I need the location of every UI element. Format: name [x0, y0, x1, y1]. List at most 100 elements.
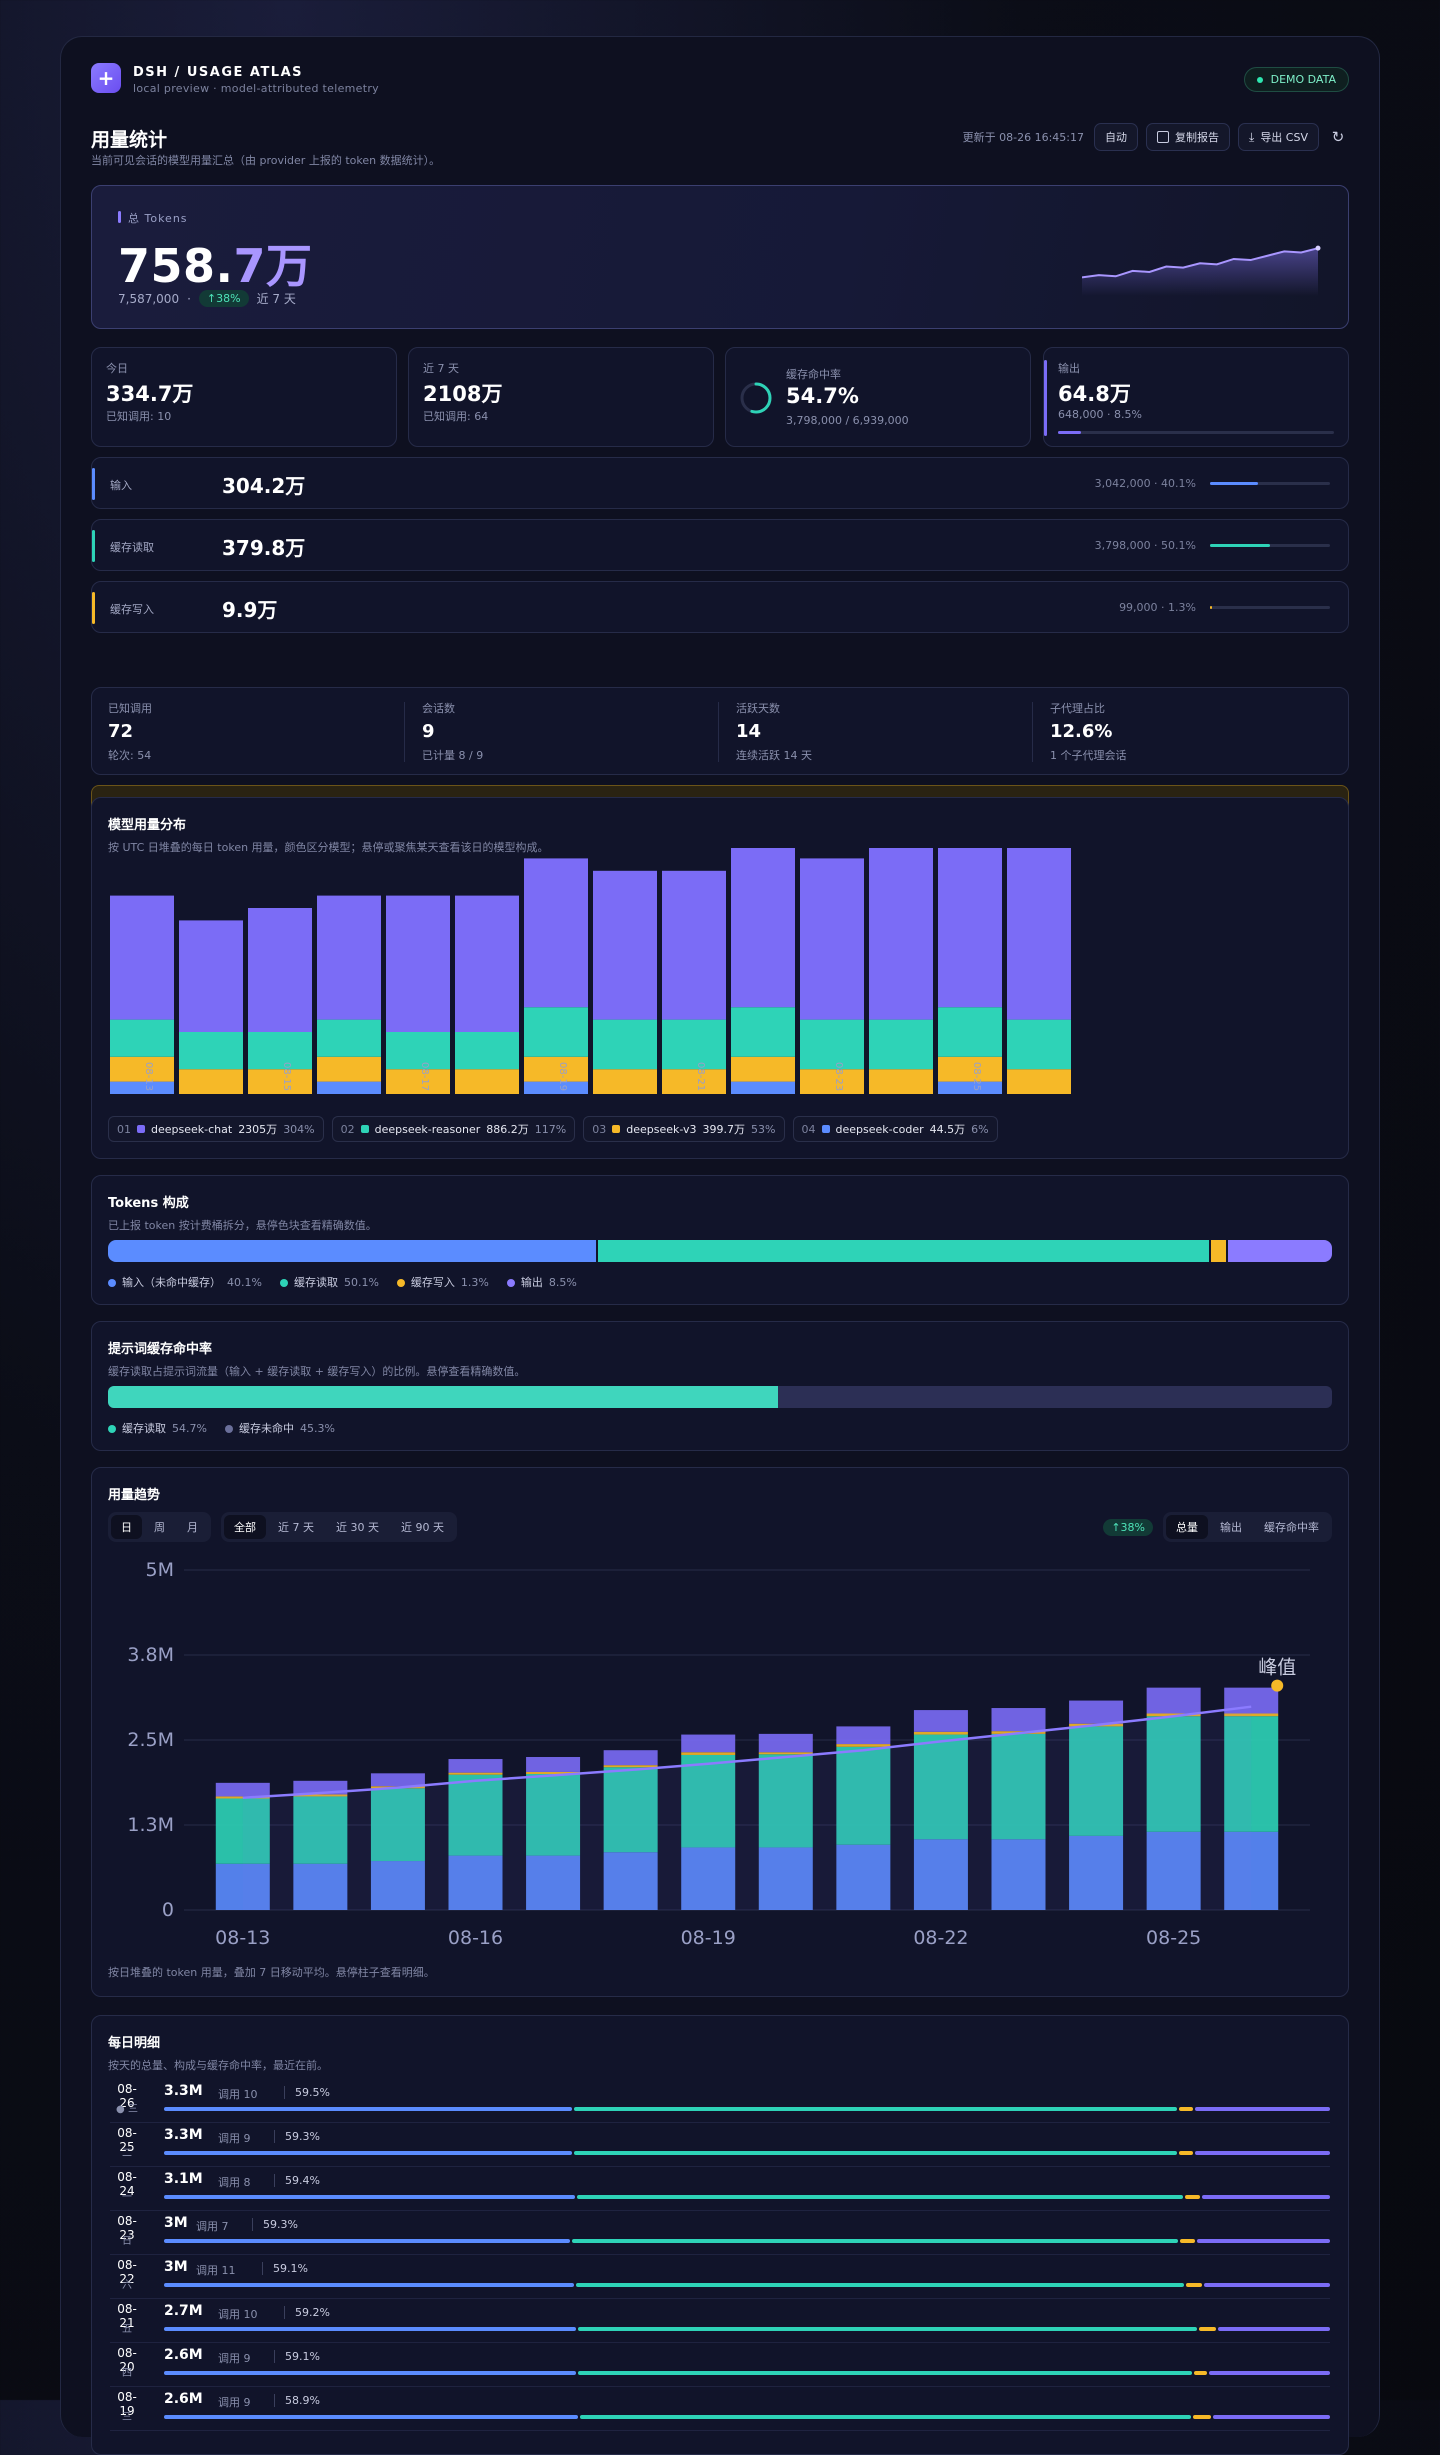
trend-bar-segment[interactable] — [370, 1861, 425, 1910]
composition-bar[interactable] — [108, 1240, 1332, 1262]
model-bar-segment[interactable] — [662, 870, 726, 1020]
metric-output[interactable]: 输出 — [1220, 1521, 1242, 1534]
model-bar-segment[interactable] — [1007, 1019, 1071, 1070]
trend-bar-segment[interactable] — [758, 1752, 813, 1755]
metric-total[interactable]: 总量 — [1166, 1515, 1208, 1539]
trend-bar-segment[interactable] — [836, 1746, 891, 1845]
model-bar-segment[interactable] — [248, 1032, 312, 1070]
model-bar-segment[interactable] — [524, 1007, 588, 1057]
model-bar-segment[interactable] — [179, 920, 243, 1032]
model-bar-segment[interactable] — [869, 1019, 933, 1070]
trend-bar-segment[interactable] — [370, 1773, 425, 1787]
model-bar-segment[interactable] — [1007, 1069, 1071, 1094]
trend-bar-segment[interactable] — [603, 1767, 658, 1853]
trend-bar-segment[interactable] — [681, 1754, 736, 1848]
model-bar-segment[interactable] — [869, 848, 933, 1020]
trend-bar-segment[interactable] — [1146, 1713, 1201, 1717]
model-bar-segment[interactable] — [386, 895, 450, 1032]
copy-report-button[interactable]: 复制报告 — [1146, 123, 1230, 151]
daily-row[interactable]: 08-26 ● 三 3.3M 调用 10 59.5% — [110, 2078, 1330, 2123]
composition-segment[interactable] — [598, 1240, 1209, 1262]
model-bar-segment[interactable] — [524, 1081, 588, 1094]
trend-bar-segment[interactable] — [1224, 1831, 1279, 1910]
model-bar-segment[interactable] — [800, 1069, 864, 1094]
range-all[interactable]: 全部 — [224, 1515, 266, 1539]
trend-bar-segment[interactable] — [1146, 1831, 1201, 1910]
model-bar-segment[interactable] — [662, 1069, 726, 1094]
model-legend-chip[interactable]: 04 deepseek-coder 44.5万 6% — [792, 1116, 998, 1142]
model-bar-segment[interactable] — [731, 1007, 795, 1057]
trend-bar-segment[interactable] — [913, 1734, 968, 1840]
metric-cache-hit[interactable]: 缓存命中率 — [1264, 1521, 1319, 1534]
trend-bar-segment[interactable] — [836, 1744, 891, 1747]
trend-bar-segment[interactable] — [293, 1796, 348, 1864]
trend-bar-segment[interactable] — [991, 1839, 1046, 1910]
model-bar-segment[interactable] — [317, 1056, 381, 1082]
model-bar-segment[interactable] — [731, 1081, 795, 1094]
trend-bar-segment[interactable] — [836, 1726, 891, 1745]
trend-bar-segment[interactable] — [370, 1788, 425, 1862]
model-bar-segment[interactable] — [386, 1032, 450, 1070]
granularity-week[interactable]: 周 — [154, 1521, 165, 1534]
model-bar-segment[interactable] — [455, 1069, 519, 1094]
trend-bar-segment[interactable] — [1146, 1716, 1201, 1832]
model-bar-segment[interactable] — [317, 1019, 381, 1057]
model-bar-segment[interactable] — [593, 1069, 657, 1094]
granularity-month[interactable]: 月 — [187, 1521, 198, 1534]
model-bar-segment[interactable] — [179, 1069, 243, 1094]
granularity-day[interactable]: 日 — [111, 1515, 142, 1539]
model-bar-segment[interactable] — [317, 1081, 381, 1094]
daily-row[interactable]: 08-25 二 3.3M 调用 9 59.3% — [110, 2122, 1330, 2167]
model-bar-segment[interactable] — [110, 1056, 174, 1082]
trend-bar-segment[interactable] — [448, 1774, 503, 1856]
trend-bar-segment[interactable] — [526, 1855, 581, 1910]
trend-bar-segment[interactable] — [758, 1733, 813, 1753]
trend-bar-segment[interactable] — [526, 1757, 581, 1772]
daily-row[interactable]: 08-24 一 3.1M 调用 8 59.4% — [110, 2166, 1330, 2211]
trend-bar-segment[interactable] — [1069, 1835, 1124, 1910]
daily-row[interactable]: 08-23 日 3M 调用 7 59.3% — [110, 2210, 1330, 2255]
trend-bar-segment[interactable] — [293, 1863, 348, 1910]
daily-row[interactable]: 08-19 三 2.6M 调用 9 58.9% — [110, 2386, 1330, 2431]
range-30d[interactable]: 近 30 天 — [336, 1521, 379, 1534]
trend-bar-segment[interactable] — [448, 1772, 503, 1775]
model-bar-segment[interactable] — [110, 895, 174, 1020]
trend-bar-segment[interactable] — [758, 1847, 813, 1910]
trend-bar-segment[interactable] — [913, 1710, 968, 1732]
model-bar-segment[interactable] — [731, 1056, 795, 1082]
trend-bar-segment[interactable] — [1224, 1713, 1279, 1717]
model-bar-segment[interactable] — [317, 895, 381, 1020]
trend-bar-segment[interactable] — [1069, 1700, 1124, 1724]
trend-bar-segment[interactable] — [603, 1750, 658, 1766]
range-90d[interactable]: 近 90 天 — [401, 1521, 444, 1534]
trend-bar-segment[interactable] — [991, 1708, 1046, 1732]
trend-bar-segment[interactable] — [913, 1731, 968, 1735]
model-bar-segment[interactable] — [110, 1019, 174, 1057]
trend-bar-segment[interactable] — [526, 1774, 581, 1856]
trend-bar-segment[interactable] — [448, 1759, 503, 1773]
trend-bar-segment[interactable] — [448, 1855, 503, 1910]
trend-bar-segment[interactable] — [526, 1771, 581, 1774]
model-bar-segment[interactable] — [455, 895, 519, 1032]
trend-bar-segment[interactable] — [215, 1863, 270, 1910]
model-bar-segment[interactable] — [938, 848, 1002, 1008]
model-bar-segment[interactable] — [110, 1081, 174, 1094]
model-bar-segment[interactable] — [455, 1032, 519, 1070]
model-bar-segment[interactable] — [800, 1019, 864, 1070]
trend-bar-segment[interactable] — [681, 1734, 736, 1753]
trend-bar-segment[interactable] — [603, 1765, 658, 1768]
daily-row[interactable]: 08-22 六 3M 调用 11 59.1% — [110, 2254, 1331, 2299]
model-legend-chip[interactable]: 01 deepseek-chat 2305万 304% — [108, 1116, 324, 1142]
daily-row[interactable]: 08-20 四 2.6M 调用 9 59.1% — [110, 2342, 1330, 2387]
model-bar-segment[interactable] — [248, 908, 312, 1032]
trend-bar-segment[interactable] — [681, 1752, 736, 1755]
trend-bar-segment[interactable] — [293, 1794, 348, 1797]
model-bar-segment[interactable] — [248, 1069, 312, 1094]
trend-bar-segment[interactable] — [215, 1798, 270, 1864]
export-csv-button[interactable]: ⤓ 导出 CSV — [1238, 123, 1319, 151]
trend-bar-segment[interactable] — [1224, 1716, 1279, 1832]
model-bar-segment[interactable] — [524, 1056, 588, 1082]
trend-bar-segment[interactable] — [681, 1847, 736, 1910]
trend-bar-segment[interactable] — [913, 1839, 968, 1910]
model-bar-segment[interactable] — [938, 1081, 1002, 1094]
